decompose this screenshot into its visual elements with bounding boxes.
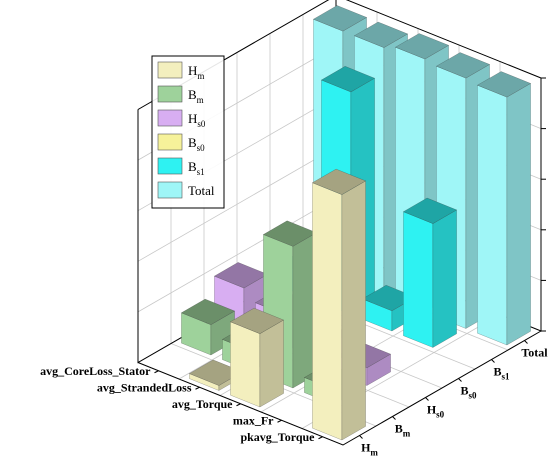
bar-face-right xyxy=(506,83,531,346)
bar-face-left xyxy=(312,182,343,441)
legend-label: Hs0 xyxy=(188,111,206,129)
y-tick xyxy=(236,403,241,407)
x-tick xyxy=(524,340,528,344)
y-tick-label: pkavg_Torque xyxy=(240,430,315,444)
bar-face-right xyxy=(259,319,284,408)
x-tick-label: Hm xyxy=(361,441,378,458)
legend-label: Hm xyxy=(188,63,204,81)
bar-Bs1-1 xyxy=(402,197,458,348)
legend-swatch xyxy=(157,85,183,103)
y-tick-label: avg_CoreLoss_Stator xyxy=(40,364,151,378)
legend-label: Bs1 xyxy=(188,159,205,177)
legend-swatch xyxy=(157,109,183,127)
y-tick-label: avg_Torque xyxy=(172,397,233,411)
bar-face-top xyxy=(213,262,269,289)
bar-Total-0 xyxy=(476,71,532,346)
legend-label: Bs0 xyxy=(188,135,205,153)
x-tick-label: Hs0 xyxy=(427,403,445,420)
x-tick xyxy=(458,378,462,382)
bar-Hm-0 xyxy=(311,168,367,441)
legend-label: Bm xyxy=(188,87,204,105)
bar-face-top xyxy=(311,168,367,195)
legend-swatch xyxy=(157,61,183,79)
bar-face-left xyxy=(477,84,508,346)
x-tick xyxy=(491,359,495,363)
bar-face-top xyxy=(320,66,376,93)
bar-Hm-2 xyxy=(229,307,285,408)
x-tick xyxy=(392,416,396,420)
y-tick xyxy=(154,370,159,374)
x-tick-label: Bm xyxy=(395,422,411,439)
bar-face-top xyxy=(402,197,458,224)
bar-Bm-4 xyxy=(180,298,236,356)
y-tick-label: max_Fr xyxy=(233,413,274,427)
chart-bars xyxy=(180,5,532,441)
x-tick-label: Total xyxy=(521,346,548,360)
x-tick-label: Bs1 xyxy=(493,365,510,382)
bar-face-left xyxy=(230,321,261,408)
x-tick xyxy=(425,397,429,401)
bar-face-top xyxy=(229,307,285,334)
y-tick xyxy=(318,436,323,440)
floor-axis xyxy=(137,330,542,446)
bar-face-top xyxy=(476,71,532,98)
y-tick xyxy=(277,419,282,423)
y-tick-label: avg_StrandedLoss xyxy=(97,380,192,394)
bar-face-top xyxy=(312,5,368,32)
bar-face-top xyxy=(262,220,318,247)
bar-face-top xyxy=(394,33,450,60)
legend-label: Total xyxy=(188,183,215,198)
x-tick-label: Bs0 xyxy=(460,384,477,401)
legend-swatch xyxy=(157,181,183,199)
bar-face-left xyxy=(403,211,434,348)
legend: Hm Bm Hs0 Bs0 Bs1 Total xyxy=(151,55,225,209)
bar-face-top xyxy=(353,21,409,48)
bar-face-right xyxy=(432,209,457,348)
legend-swatch xyxy=(157,133,183,151)
legend-swatch xyxy=(157,157,183,175)
bar-face-top xyxy=(180,298,236,325)
y-tick xyxy=(195,386,200,390)
x-tick xyxy=(359,435,363,439)
bar-face-top xyxy=(435,52,491,79)
bar-face-right xyxy=(341,180,366,441)
